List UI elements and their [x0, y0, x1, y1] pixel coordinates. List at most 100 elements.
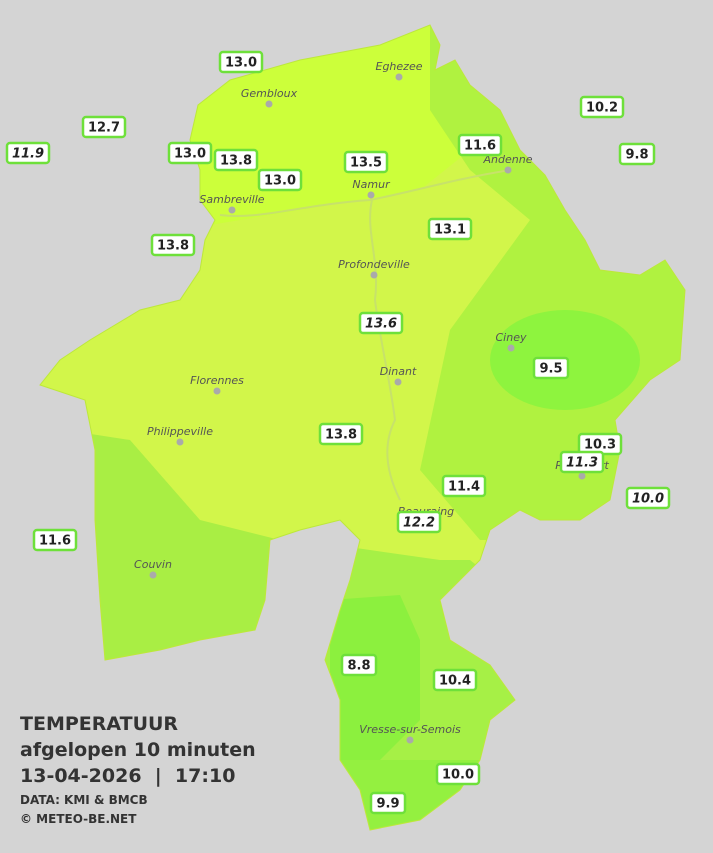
station-value: 9.8	[625, 148, 648, 163]
station-box	[150, 233, 196, 257]
river	[219, 169, 511, 501]
station-box	[257, 168, 303, 192]
station: 11.9	[5, 141, 51, 165]
city-dot	[504, 166, 512, 174]
station: 9.9	[369, 791, 407, 815]
station: 10.4	[432, 668, 478, 692]
station-value: 11.6	[464, 139, 496, 154]
station: 10.0	[435, 762, 481, 786]
city-label: Florennes	[190, 374, 244, 387]
station-value: 10.3	[584, 438, 616, 453]
station-box	[32, 528, 78, 552]
station: 13.5	[343, 150, 389, 174]
city-dot	[578, 472, 586, 480]
station-box	[167, 141, 213, 165]
station-value: 13.0	[174, 147, 206, 162]
station: 9.8	[618, 142, 656, 166]
city-dot	[507, 344, 515, 352]
station-box	[343, 150, 389, 174]
station-box	[213, 148, 259, 172]
city-dot	[149, 571, 157, 579]
station-box	[427, 217, 473, 241]
legend-text: TEMPERATUUR afgelopen 10 minuten 13-04-2…	[20, 713, 256, 826]
timestamp: 13-04-2026 | 17:10	[20, 765, 235, 787]
city-label: Couvin	[134, 558, 172, 571]
station: 11.3	[559, 450, 605, 474]
station-box	[369, 791, 407, 815]
station: 11.4	[441, 474, 487, 498]
station-box	[435, 762, 481, 786]
station-box	[532, 356, 570, 380]
title: TEMPERATUUR	[20, 713, 178, 735]
city-label: Dinant	[380, 365, 417, 378]
stations: 13.0 12.7 11.9 13.0 13.8 13.0 13.5 11.6 10.2 9.8 1…	[5, 50, 671, 815]
station-value: 9.9	[376, 797, 399, 812]
station-value: 13.6	[365, 317, 397, 332]
station-value: 13.0	[225, 56, 257, 71]
station: 13.0	[257, 168, 303, 192]
cities: EghezeeGemblouxAndenneNamurSambrevillePr…	[134, 60, 609, 744]
city-dot	[176, 438, 184, 446]
subtitle: afgelopen 10 minuten	[20, 739, 256, 761]
station: 11.6	[457, 133, 503, 157]
city-dot	[394, 378, 402, 386]
city-label: Vresse-sur-Semois	[359, 723, 461, 736]
station-value: 11.6	[39, 534, 71, 549]
city-label: Sambreville	[199, 193, 264, 206]
city-dot	[265, 100, 273, 108]
city-label: Philippeville	[147, 425, 213, 438]
station-value: 12.2	[403, 516, 435, 531]
city-label: Profondeville	[338, 258, 410, 271]
city-dot	[213, 387, 221, 395]
station-box	[432, 668, 478, 692]
station-value: 10.2	[586, 101, 618, 116]
station-value: 10.4	[439, 674, 471, 689]
station-value: 11.9	[12, 147, 44, 162]
station-value: 10.0	[632, 492, 664, 507]
station-box	[457, 133, 503, 157]
station-value: 13.8	[157, 239, 189, 254]
station: 10.0	[625, 486, 671, 510]
station-value: 12.7	[88, 121, 120, 136]
station-value: 11.4	[448, 480, 480, 495]
source: DATA: KMI & BMCB	[20, 793, 148, 807]
station-value: 11.3	[566, 456, 598, 471]
city-label: Namur	[352, 178, 391, 191]
station: 8.8	[340, 653, 378, 677]
station: 13.0	[218, 50, 264, 74]
station: 13.8	[213, 148, 259, 172]
city-label: Eghezee	[376, 60, 423, 73]
station-value: 9.5	[539, 362, 562, 377]
station-box	[579, 95, 625, 119]
station-box	[559, 450, 605, 474]
station-box	[5, 141, 51, 165]
station: 12.7	[81, 115, 127, 139]
station: 10.3	[577, 432, 623, 456]
station: 10.2	[579, 95, 625, 119]
station: 13.8	[150, 233, 196, 257]
station-value: 13.8	[220, 154, 252, 169]
station: 9.5	[532, 356, 570, 380]
station: 13.1	[427, 217, 473, 241]
station-box	[618, 142, 656, 166]
city-label: Ciney	[496, 331, 527, 344]
station-box	[396, 510, 442, 534]
city-dot	[367, 191, 375, 199]
station-value: 13.1	[434, 223, 466, 238]
city-dot	[228, 206, 236, 214]
city-label: Gembloux	[241, 87, 298, 100]
station-box	[625, 486, 671, 510]
station-value: 13.8	[325, 428, 357, 443]
station-box	[441, 474, 487, 498]
copyright: © METEO-BE.NET	[20, 812, 137, 826]
city-dot	[395, 73, 403, 81]
station-box	[358, 311, 404, 335]
station-value: 10.0	[442, 768, 474, 783]
station-box	[81, 115, 127, 139]
city-dot	[370, 271, 378, 279]
station-box	[318, 422, 364, 446]
station: 13.8	[318, 422, 364, 446]
station-box	[340, 653, 378, 677]
